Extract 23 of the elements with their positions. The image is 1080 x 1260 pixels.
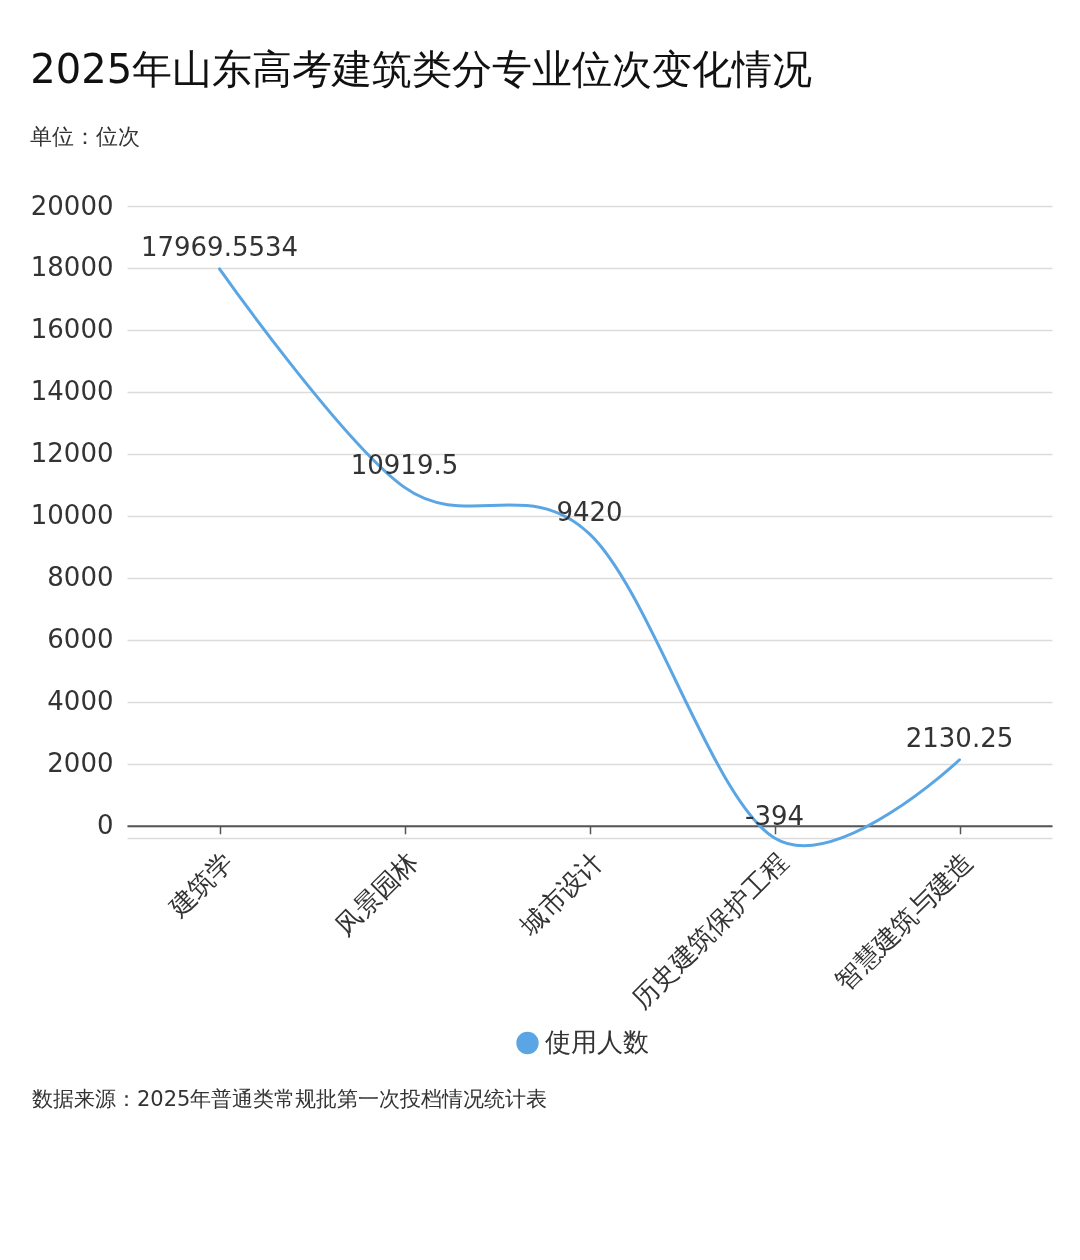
x-tick-label: 历史建筑保护工程 [625,846,795,1015]
chart-subtitle: 单位：位次 [30,124,141,149]
y-tick-label: 20000 [30,190,114,221]
y-tick-label: 4000 [47,686,114,717]
data-label: 9420 [556,496,623,527]
legend-label: 使用人数 [544,1027,649,1057]
x-tick-label: 智慧建筑与建造 [829,846,980,997]
data-label: 17969.5534 [140,231,299,262]
y-tick-label: 12000 [30,438,114,469]
y-tick-label: 18000 [30,252,114,283]
y-tick-label: 8000 [47,562,114,593]
y-tick-label: 2000 [47,748,114,779]
data-label: 2130.25 [905,722,1014,753]
chart-title: 2025年山东高考建筑类分专业位次变化情况 [30,46,813,92]
x-tick-label: 风景园林 [329,846,425,941]
y-tick-label: 10000 [30,500,114,531]
y-tick-label: 0 [96,810,114,841]
x-tick-label: 建筑学 [162,846,240,924]
y-tick-label: 14000 [30,376,114,407]
y-tick-label: 6000 [47,624,114,655]
x-tick-label: 城市设计 [513,846,610,942]
source-note: 数据来源：2025年普通类常规批第一次投档情况统计表 [32,1087,548,1111]
y-tick-label: 16000 [30,314,114,345]
